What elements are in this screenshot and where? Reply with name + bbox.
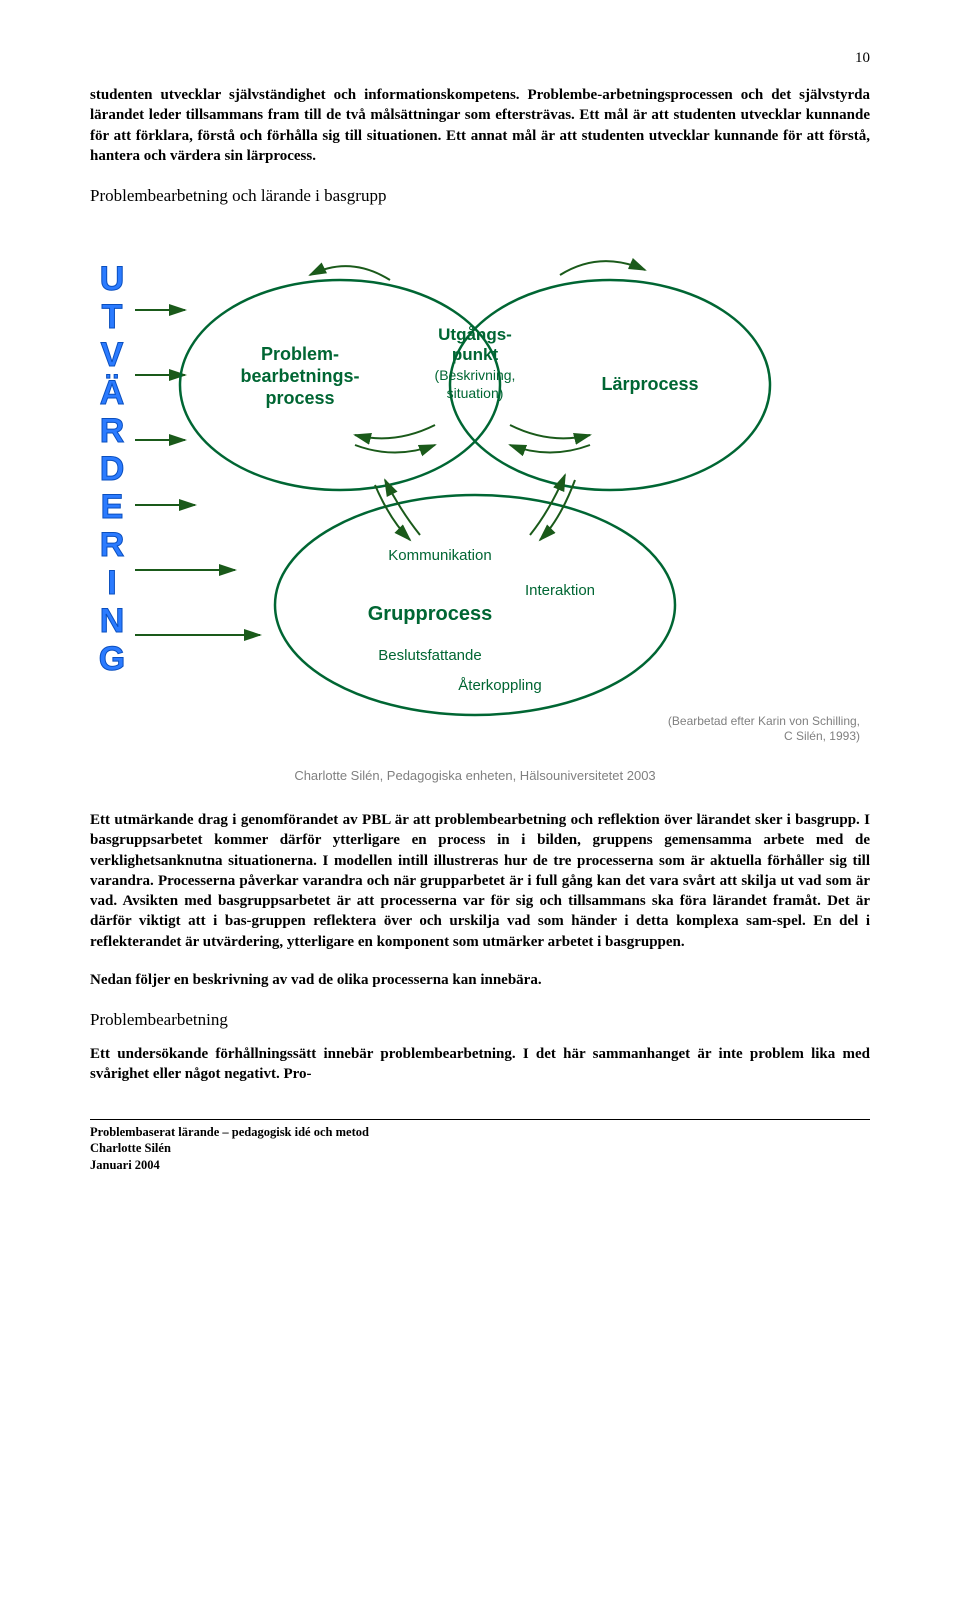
utvardering-letter: Ä [100, 374, 125, 412]
heading-problembearbetning: Problembearbetning [90, 1010, 870, 1030]
page-footer: Problembaserat lärande – pedagogisk idé … [90, 1119, 870, 1175]
diagram-credit-1: (Bearbetad efter Karin von Schilling, [668, 714, 860, 728]
utvardering-letter: U [100, 260, 125, 298]
venn-diagram: UTVÄRDERING [90, 220, 870, 800]
label-problem-3: process [265, 388, 334, 408]
utvardering-letter: R [100, 526, 125, 564]
footer-line-1: Problembaserat lärande – pedagogisk idé … [90, 1124, 870, 1141]
utvardering-letter: I [107, 564, 116, 602]
diagram-labels: Problem- bearbetnings- process Utgångs- … [240, 325, 698, 694]
label-utgangs-1: Utgångs- [438, 325, 512, 344]
paragraph-undersokande: Ett undersökande förhållningssätt innebä… [90, 1044, 870, 1085]
label-utgangs-2: punkt [452, 345, 499, 364]
utvardering-letter: T [102, 298, 123, 336]
label-beslut: Beslutsfattande [378, 647, 481, 664]
utvardering-letter: V [101, 336, 124, 374]
evaluation-arrows [135, 310, 260, 635]
utvardering-letter: R [100, 412, 125, 450]
label-larprocess: Lärprocess [601, 374, 698, 394]
utvardering-column: UTVÄRDERING [99, 260, 125, 678]
label-problem-2: bearbetnings- [240, 366, 359, 386]
page-number: 10 [90, 50, 870, 67]
label-problem-1: Problem- [261, 344, 339, 364]
document-page: 10 studenten utvecklar självständighet o… [0, 0, 960, 1214]
utvardering-letter: N [100, 602, 125, 640]
label-kommunikation: Kommunikation [388, 547, 491, 564]
utvardering-letter: G [99, 640, 125, 678]
label-utgangs-4: situation) [447, 385, 504, 401]
paragraph-nedan: Nedan följer en beskrivning av vad de ol… [90, 970, 870, 990]
diagram-credit-2: C Silén, 1993) [784, 729, 860, 743]
venn-diagram-svg: UTVÄRDERING [90, 220, 870, 800]
diagram-footer: Charlotte Silén, Pedagogiska enheten, Hä… [294, 768, 655, 783]
utvardering-letter: D [100, 450, 125, 488]
label-aterkoppling: Återkoppling [458, 677, 541, 694]
label-utgangs-3: (Beskrivning, [435, 367, 516, 383]
label-grupprocess: Grupprocess [368, 603, 492, 625]
label-interaktion: Interaktion [525, 582, 595, 599]
paragraph-intro: studenten utvecklar självständighet och … [90, 85, 870, 166]
footer-line-2: Charlotte Silén [90, 1140, 870, 1157]
footer-line-3: Januari 2004 [90, 1157, 870, 1174]
top-exchange-arrows [310, 261, 645, 280]
down-exchange-arrows [375, 475, 575, 540]
utvardering-letter: E [101, 488, 124, 526]
heading-problembearbetning-larande: Problembearbetning och lärande i basgrup… [90, 186, 870, 206]
paragraph-basgrupp: Ett utmärkande drag i genomförandet av P… [90, 810, 870, 952]
